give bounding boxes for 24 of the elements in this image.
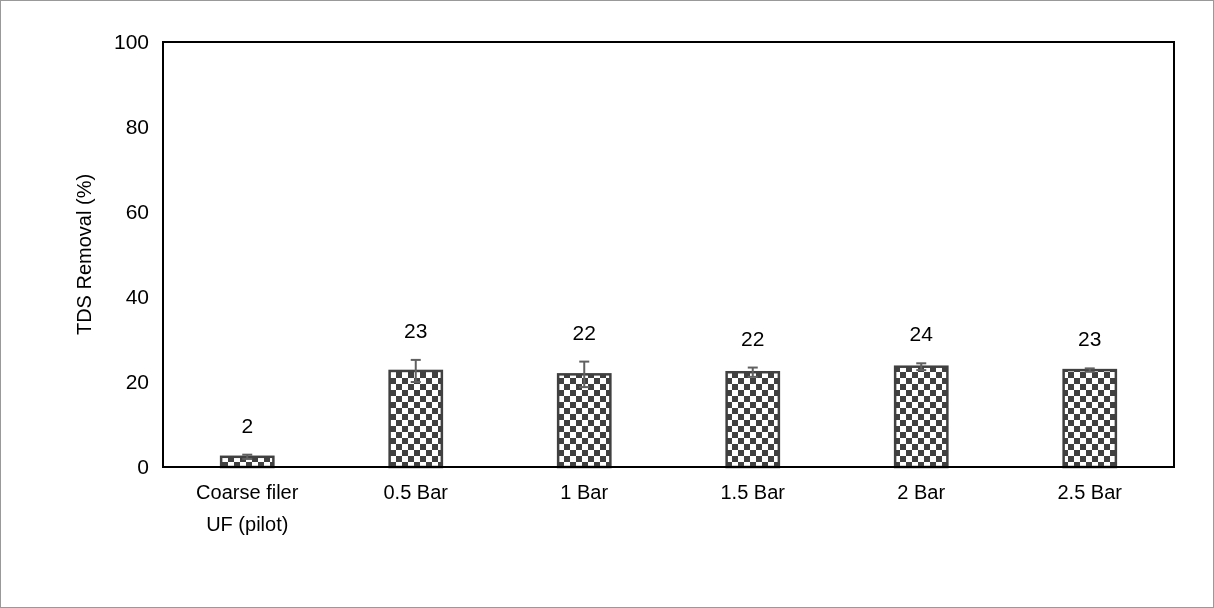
x-tick-label: 2.5 Bar xyxy=(1057,481,1123,503)
y-tick-label: 0 xyxy=(137,455,149,479)
bar xyxy=(556,373,612,469)
x-tick-label: 2 Bar xyxy=(897,481,946,503)
y-tick-label: 40 xyxy=(125,285,149,309)
y-tick-label: 100 xyxy=(113,30,149,54)
data-label: 2 xyxy=(241,413,254,437)
y-tick-label: 80 xyxy=(125,115,149,139)
data-label: 23 xyxy=(404,318,428,342)
x-tick-label: 0.5 Bar xyxy=(383,481,449,503)
x-tick-label: 1.5 Bar xyxy=(720,481,786,503)
y-axis-title: TDS Removal (%) xyxy=(73,173,95,336)
data-label: 23 xyxy=(1078,327,1102,351)
data-label: 22 xyxy=(572,320,596,344)
bar xyxy=(1062,368,1118,469)
y-tick-label: 60 xyxy=(125,200,149,224)
data-label: 22 xyxy=(741,326,765,350)
data-label: 24 xyxy=(909,322,934,346)
y-tick-label: 20 xyxy=(125,370,149,394)
bar xyxy=(725,370,781,469)
bar xyxy=(893,365,949,469)
x-tick-label: 1 Bar xyxy=(560,481,609,503)
x-tick-label: Coarse filer UF (pilot) xyxy=(196,481,299,535)
bar xyxy=(388,369,444,469)
